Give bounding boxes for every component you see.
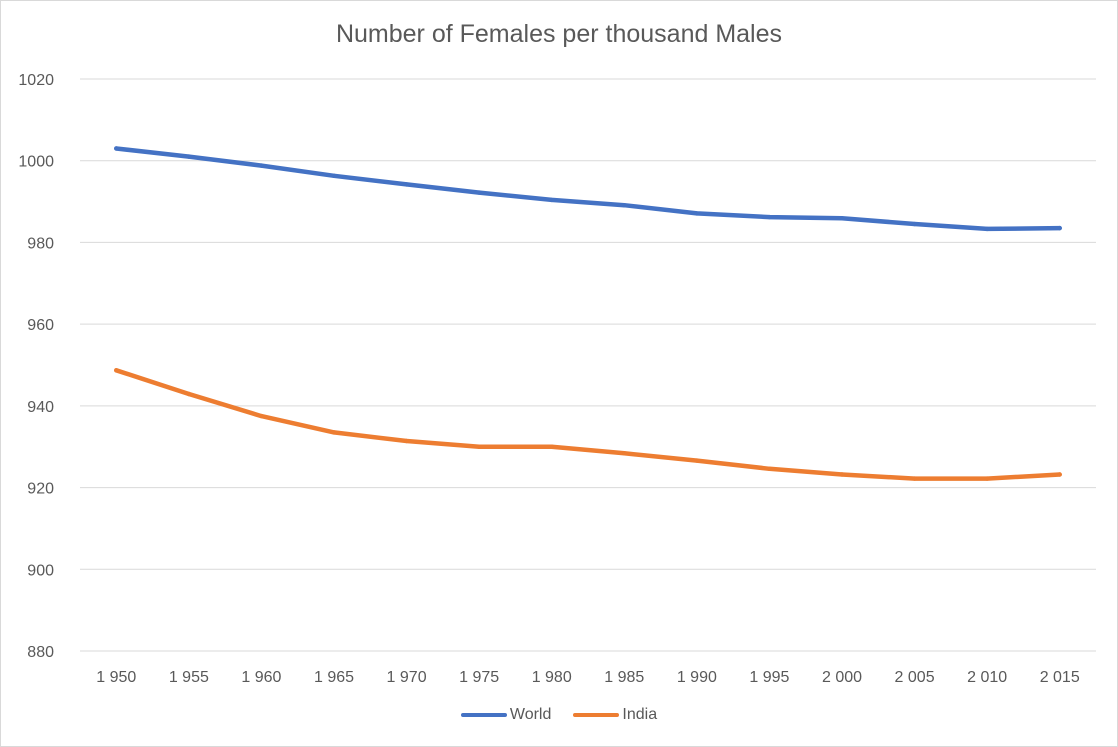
x-axis-ticks: 1 950 1 955 1 960 1 965 1 970 1 975 1 980 1 985… [96, 669, 1080, 686]
data-point-india [549, 444, 554, 449]
legend: World India [0, 706, 1118, 724]
data-point-world [912, 221, 917, 227]
legend-swatch-world [460, 713, 507, 717]
x-tick-label: 1 955 [169, 669, 209, 686]
x-tick-label: 1 990 [677, 669, 717, 686]
x-tick-label: 2 005 [895, 669, 935, 686]
data-point-india [767, 466, 772, 471]
y-tick-label: 880 [27, 644, 54, 661]
legend-item-india: India [573, 706, 657, 724]
data-point-india [476, 444, 482, 449]
x-tick-label: 1 950 [96, 669, 136, 686]
gridlines [80, 78, 1096, 652]
y-tick-label: 1000 [18, 154, 54, 171]
data-point-india [839, 472, 845, 477]
x-tick-label: 1 965 [314, 669, 354, 686]
data-point-india [186, 391, 192, 397]
legend-item-world: World [460, 706, 552, 724]
data-point-world [622, 203, 627, 208]
legend-label-world: World [509, 706, 552, 723]
x-tick-label: 1 970 [387, 669, 427, 686]
data-point-india [622, 451, 627, 456]
x-tick-label: 1 975 [459, 669, 499, 686]
data-point-india [912, 476, 917, 481]
y-tick-label: 940 [27, 399, 54, 416]
data-point-india [984, 476, 990, 481]
x-tick-label: 1 980 [532, 669, 572, 686]
series-line-world [114, 146, 1062, 232]
x-tick-label: 2 000 [822, 669, 862, 686]
series-lines [114, 146, 1062, 481]
x-tick-label: 1 960 [241, 669, 281, 686]
data-point-india [694, 458, 700, 463]
data-point-world [839, 216, 845, 221]
data-point-world [984, 226, 990, 232]
legend-label-india: India [622, 706, 658, 723]
data-point-world [476, 190, 482, 195]
data-point-india [404, 438, 409, 444]
data-point-world [549, 197, 554, 203]
x-tick-label: 2 010 [967, 669, 1007, 686]
x-tick-label: 1 995 [749, 669, 789, 686]
x-tick-label: 1 985 [604, 669, 644, 686]
data-point-india [1057, 472, 1062, 477]
data-point-world [1057, 225, 1062, 231]
y-axis-ticks: 880 900 920 940 960 980 1000 1020 [18, 72, 54, 661]
data-point-world [694, 211, 700, 216]
y-tick-label: 980 [27, 235, 54, 252]
y-tick-label: 900 [27, 562, 54, 579]
x-tick-label: 2 015 [1040, 669, 1080, 686]
data-point-world [331, 173, 337, 179]
y-tick-label: 920 [27, 481, 54, 498]
y-tick-label: 1020 [18, 72, 54, 89]
data-point-india [114, 368, 119, 373]
y-tick-label: 960 [27, 317, 54, 334]
data-point-india [331, 430, 337, 435]
data-point-india [259, 413, 264, 419]
data-point-world [114, 146, 119, 151]
legend-swatch-india [573, 713, 620, 717]
chart-title: Number of Females per thousand Males [335, 20, 783, 48]
series-line-india [114, 368, 1062, 481]
data-point-world [767, 214, 772, 220]
data-point-world [404, 182, 409, 187]
data-point-world [259, 163, 264, 168]
data-point-world [186, 154, 192, 159]
